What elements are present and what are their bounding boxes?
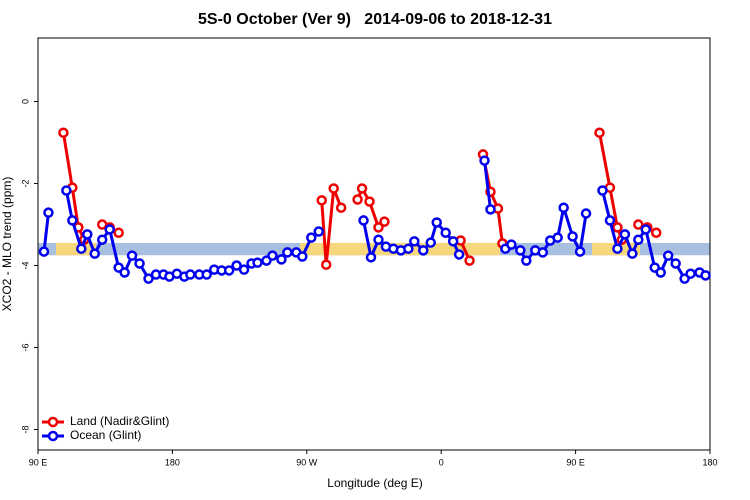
y-tick-label: -6 (20, 344, 30, 352)
legend-marker (47, 430, 59, 442)
data-point (558, 202, 569, 213)
legend-label: Ocean (Glint) (70, 428, 141, 442)
data-point (231, 260, 242, 271)
data-point (485, 204, 496, 215)
band-tint (56, 242, 96, 256)
data-point (126, 250, 138, 261)
data-point (320, 259, 332, 270)
y-tick-label: -2 (20, 180, 30, 188)
data-point (352, 194, 363, 205)
data-point (515, 245, 526, 256)
y-tick-label: 0 (20, 99, 30, 104)
data-point (373, 234, 384, 245)
data-point (58, 127, 69, 138)
data-point (552, 232, 563, 243)
data-point (619, 229, 631, 240)
data-point (61, 185, 72, 196)
data-point (425, 237, 436, 248)
data-point (633, 219, 644, 230)
y-tick-label: -8 (20, 425, 30, 433)
data-point (185, 269, 196, 280)
data-point (282, 247, 293, 258)
data-point (276, 254, 287, 265)
series (38, 155, 711, 284)
data-point (409, 236, 420, 247)
x-tick-label: 180 (165, 457, 180, 467)
data-point (418, 245, 429, 256)
data-point (82, 229, 93, 240)
data-point (633, 234, 644, 245)
data-point (96, 234, 108, 245)
x-tick-label: 0 (439, 457, 444, 467)
data-point (335, 202, 347, 213)
data-point (373, 222, 384, 233)
data-point (594, 127, 605, 138)
data-point (685, 268, 696, 279)
data-point (306, 232, 317, 243)
data-point (104, 224, 115, 235)
data-point (640, 224, 652, 235)
data-point (479, 155, 490, 166)
data-point (43, 207, 54, 218)
data-point (567, 231, 578, 242)
data-point (238, 264, 250, 275)
data-point (252, 257, 263, 268)
data-point (67, 215, 78, 226)
data-point (134, 258, 145, 269)
legend-marker (47, 416, 59, 428)
data-point (700, 270, 711, 281)
data-point (627, 248, 638, 259)
x-tick-label: 90 W (296, 457, 318, 467)
data-point (297, 251, 308, 262)
data-point (113, 227, 124, 238)
data-point (662, 250, 674, 261)
x-tick-label: 90 E (566, 457, 585, 467)
x-tick-label: 180 (702, 457, 717, 467)
data-point (580, 208, 592, 219)
chart-title: 5S-0 October (Ver 9) 2014-09-06 to 2018-… (198, 11, 552, 28)
x-axis-label: Longitude (deg E) (327, 476, 422, 490)
y-tick-label: -4 (20, 262, 30, 270)
data-point (119, 267, 130, 278)
data-point (76, 243, 87, 254)
data-point (223, 265, 235, 276)
data-point (655, 267, 666, 278)
data-point (89, 248, 100, 259)
data-point (574, 246, 586, 257)
data-point (464, 255, 475, 266)
data-point (267, 250, 278, 261)
data-point (313, 226, 324, 237)
x-tick-label: 90 E (29, 457, 48, 467)
data-point (670, 258, 681, 269)
data-point (358, 215, 369, 226)
data-point (440, 227, 451, 238)
data-point (506, 239, 517, 250)
y-axis-label: XCO2 - MLO trend (ppm) (0, 177, 14, 312)
data-point (537, 247, 548, 258)
data-point (521, 255, 532, 266)
data-point (143, 273, 154, 284)
legend-label: Land (Nadir&Glint) (70, 414, 169, 428)
data-point (431, 217, 442, 228)
data-point (612, 222, 623, 233)
data-point (612, 243, 623, 254)
data-point (201, 269, 212, 280)
data-point (379, 216, 390, 227)
plot-frame (37, 37, 711, 451)
data-point (365, 252, 377, 263)
data-point (453, 249, 465, 260)
data-point (604, 215, 616, 226)
data-point (403, 243, 414, 254)
data-point (364, 196, 375, 207)
data-point (316, 195, 327, 206)
data-point (447, 236, 459, 247)
data-point (650, 227, 662, 238)
data-point (328, 183, 339, 194)
data-point (597, 185, 608, 196)
data-point (356, 183, 368, 194)
data-point (38, 246, 50, 257)
